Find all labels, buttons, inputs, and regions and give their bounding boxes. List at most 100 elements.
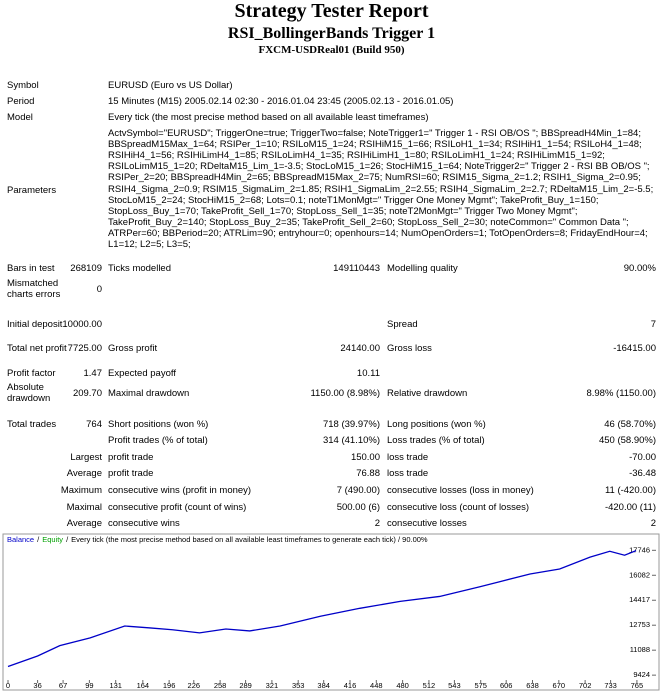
x-tick-label: 289 bbox=[239, 681, 252, 690]
stat-label: consecutive profit (count of wins) bbox=[108, 501, 247, 513]
y-tick-label: 11088 bbox=[630, 645, 650, 654]
parameter-line: TakeProfit_Buy_2=140; StopLoss_Buy_2=35;… bbox=[108, 216, 629, 228]
stat-value: 8.98% (1150.00) bbox=[586, 387, 656, 399]
stat-value: Largest bbox=[70, 451, 102, 463]
x-tick-label: 765 bbox=[631, 681, 644, 690]
stat-label: profit trade bbox=[108, 467, 154, 479]
stat-label: Expected payoff bbox=[108, 367, 176, 379]
parameter-line: ATRPer=60; BBPeriod=20; ATRLim=90; entry… bbox=[108, 227, 648, 239]
stat-value: 2 bbox=[650, 517, 656, 529]
stat-value: 500.00 (6) bbox=[336, 501, 380, 513]
stat-value: 209.70 bbox=[72, 387, 102, 399]
x-tick-label: 575 bbox=[474, 681, 487, 690]
parameter-line: StocLoM15_2=24; StocHiM15_2=68; Lots=0.1… bbox=[108, 194, 599, 206]
parameter-line: L1=12; L2=5; L3=5; bbox=[108, 239, 191, 250]
stat-value: -70.00 bbox=[629, 451, 656, 463]
stat-value: 90.00% bbox=[623, 262, 656, 274]
x-tick-label: 164 bbox=[137, 681, 150, 690]
info-value: EURUSD (Euro vs US Dollar) bbox=[108, 79, 233, 91]
stat-value: 718 (39.97%) bbox=[322, 418, 380, 430]
x-tick-label: 226 bbox=[188, 681, 201, 690]
stat-label: Spread bbox=[387, 318, 418, 330]
stat-value: 7 bbox=[650, 318, 656, 330]
stat-label: consecutive loss (count of losses) bbox=[387, 501, 530, 513]
stat-label: Absolute drawdown bbox=[7, 382, 51, 404]
stat-label: consecutive wins bbox=[108, 517, 180, 529]
stat-value: 46 (58.70%) bbox=[604, 418, 656, 430]
info-label: Model bbox=[7, 111, 33, 123]
stat-label: Gross profit bbox=[108, 342, 158, 354]
legend-entry: Balance bbox=[7, 535, 34, 544]
x-tick-label: 416 bbox=[344, 681, 357, 690]
stat-value: -16415.00 bbox=[613, 342, 656, 354]
stat-value: -420.00 (11) bbox=[604, 501, 656, 513]
stat-value: -36.48 bbox=[629, 467, 656, 479]
stat-value: Maximal bbox=[66, 501, 102, 513]
x-tick-label: 480 bbox=[396, 681, 409, 690]
server: FXCM-USDReal01 (Build 950) bbox=[258, 44, 405, 56]
legend-note: Every tick (the most precise method base… bbox=[71, 535, 428, 544]
info-label: Period bbox=[7, 95, 35, 107]
stat-label: loss trade bbox=[387, 467, 429, 479]
y-tick-label: 12753 bbox=[629, 620, 650, 629]
parameter-line: BBSpreadM15Max_1=64; RSIPer_1=10; RSILoM… bbox=[108, 139, 642, 151]
stat-label: loss trade bbox=[387, 451, 429, 463]
stat-value: Maximum bbox=[60, 484, 102, 496]
stat-value: 0 bbox=[96, 283, 102, 295]
x-tick-label: 131 bbox=[109, 681, 122, 690]
parameter-line: RSILoLimM15_1=20; RDeltaM15_Lim_1=-3.5; … bbox=[108, 161, 650, 173]
x-tick-label: 670 bbox=[553, 681, 566, 690]
stat-value: 10.11 bbox=[356, 367, 380, 379]
stat-value: 76.88 bbox=[356, 467, 380, 479]
parameter-line: RSIPer_2=20; BBSpreadH4Min_2=65; BBSprea… bbox=[108, 172, 641, 184]
stat-label: profit trade bbox=[108, 451, 154, 463]
stat-value: 450 (58.90%) bbox=[598, 434, 656, 446]
info-value: 15 Minutes (M15) 2005.02.14 02:30 - 2016… bbox=[108, 95, 454, 107]
stat-value: 268109 bbox=[70, 262, 102, 274]
stat-value: 24140.00 bbox=[340, 342, 380, 354]
stat-label: Initial deposit bbox=[7, 318, 63, 330]
x-tick-label: 543 bbox=[448, 681, 461, 690]
stat-label: Relative drawdown bbox=[387, 387, 468, 399]
stat-value: 149110443 bbox=[333, 262, 380, 274]
stat-value: 764 bbox=[86, 418, 102, 430]
legend-entry: Equity bbox=[42, 535, 63, 544]
stat-value: 7725.00 bbox=[67, 342, 102, 354]
stat-label: Gross loss bbox=[387, 342, 432, 354]
chart-frame bbox=[2, 533, 660, 691]
parameters-label: Parameters bbox=[7, 184, 57, 196]
stat-label: Loss trades (% of total) bbox=[387, 434, 485, 446]
x-tick-label: 606 bbox=[500, 681, 513, 690]
stat-value: 1.47 bbox=[83, 367, 103, 379]
stat-label: Total net profit bbox=[7, 342, 67, 354]
stat-value: Average bbox=[66, 467, 102, 479]
stat-label: Short positions (won %) bbox=[108, 418, 209, 430]
stat-label: consecutive losses (loss in money) bbox=[387, 484, 534, 496]
stat-value: 7 (490.00) bbox=[336, 484, 380, 496]
stat-label: Ticks modelled bbox=[108, 262, 172, 274]
stat-label: consecutive wins (profit in money) bbox=[108, 484, 252, 496]
stat-label: Mismatched charts errors bbox=[7, 278, 61, 300]
x-tick-label: 99 bbox=[85, 681, 93, 690]
x-tick-label: 384 bbox=[317, 681, 330, 690]
stat-label: Modelling quality bbox=[387, 262, 458, 274]
stat-label: Profit factor bbox=[7, 367, 56, 379]
stat-label: Maximal drawdown bbox=[108, 387, 190, 399]
balance-line bbox=[7, 550, 637, 668]
x-tick-label: 448 bbox=[370, 681, 383, 690]
info-value: Every tick (the most precise method base… bbox=[108, 111, 429, 123]
x-tick-label: 638 bbox=[526, 681, 539, 690]
stat-value: 2 bbox=[374, 517, 380, 529]
parameter-line: RSIH4_Sigma_2=0.9; RSIM15_SigmaLim_2=1.8… bbox=[108, 183, 654, 195]
legend: Balance / Equity / Every tick (the most prec… bbox=[7, 535, 428, 544]
stat-value: 314 (41.10%) bbox=[322, 434, 380, 446]
stat-value: 1150.00 (8.98%) bbox=[310, 387, 380, 399]
stat-label: Profit trades (% of total) bbox=[108, 434, 208, 446]
stat-value: 150.00 bbox=[350, 451, 380, 463]
stat-label: Bars in test bbox=[7, 262, 55, 274]
legend-separator: / bbox=[37, 535, 40, 544]
legend-separator: / bbox=[66, 535, 69, 544]
stat-value: 11 (-420.00) bbox=[604, 484, 656, 496]
balance-chart: Balance / Equity / Every tick (the most prec… bbox=[2, 533, 660, 691]
